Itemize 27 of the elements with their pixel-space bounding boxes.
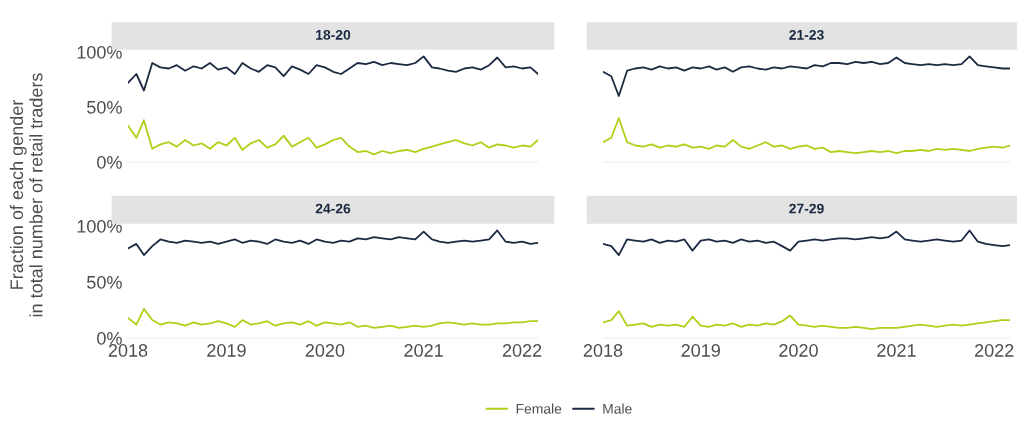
- y-tick-label: 100%: [77, 219, 122, 233]
- x-tick-label: 2022: [975, 344, 1014, 357]
- y-tick-label: 0%: [97, 331, 122, 345]
- x-tick-label: 2020: [305, 344, 345, 357]
- x-tick-label: 2022: [502, 344, 542, 357]
- y-tick-label: 50%: [87, 100, 122, 114]
- y-tick-label: 50%: [87, 275, 122, 289]
- x-tick-label: 2021: [404, 344, 443, 357]
- line-series: [128, 119, 538, 156]
- chart-title: 18-20: [316, 29, 351, 40]
- legend-label: Male: [603, 403, 632, 414]
- x-tick-label: 2019: [207, 344, 246, 357]
- line-series: [128, 229, 538, 257]
- y-axis-title: Fraction of each gender in total number of retail traders: [9, 73, 43, 317]
- y-tick-label: 100%: [77, 45, 122, 59]
- x-tick-label: 2021: [877, 344, 916, 357]
- chart-title: 24-26: [315, 203, 351, 214]
- legend-label: Female: [516, 403, 562, 414]
- chart-title: 27-29: [789, 203, 824, 214]
- x-tick-label: 2018: [583, 344, 623, 357]
- x-tick-label: 2018: [108, 344, 148, 357]
- line-series: [128, 55, 538, 92]
- x-tick-label: 2020: [779, 344, 818, 357]
- y-tick-label: 0%: [97, 155, 122, 169]
- line-series: [128, 307, 538, 329]
- x-tick-label: 2019: [681, 344, 720, 357]
- chart-title: 21-23: [789, 29, 824, 40]
